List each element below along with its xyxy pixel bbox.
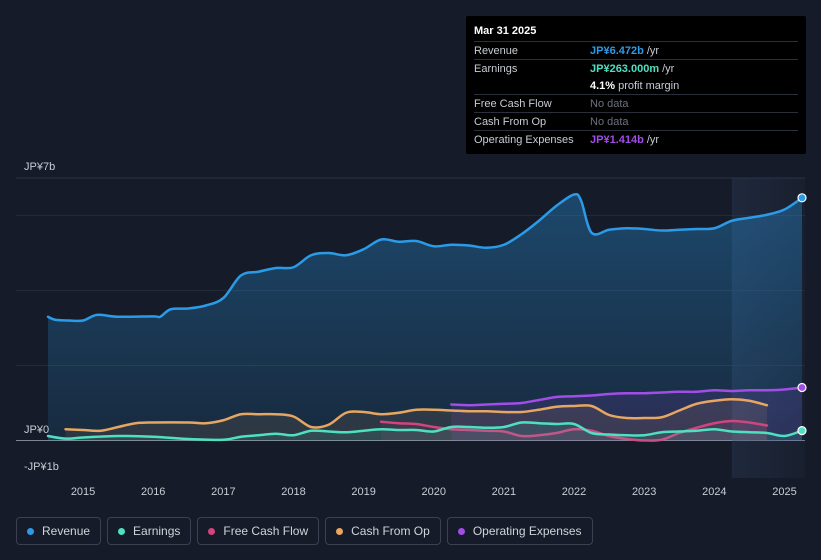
tooltip-row-label: Earnings <box>474 62 518 75</box>
tooltip-date: Mar 31 2025 <box>474 25 537 37</box>
legend-label: Earnings <box>133 524 181 538</box>
x-tick-label: 2016 <box>141 486 165 498</box>
tooltip-value-unit: /yr <box>646 44 660 57</box>
tooltip-row-value: JP¥263.000m/yr <box>590 63 674 75</box>
x-tick-label: 2019 <box>351 486 375 498</box>
tooltip-row-label: Revenue <box>474 44 519 57</box>
tooltip-row: Earnings JP¥263.000m/yr <box>474 59 798 77</box>
tooltip-row: Revenue JP¥6.472b/yr <box>474 41 798 59</box>
legend-item-operating-expenses[interactable]: Operating Expenses <box>446 517 593 545</box>
x-tick-label: 2023 <box>632 486 656 498</box>
legend-label: Operating Expenses <box>472 524 582 538</box>
chart-legend: Revenue Earnings Free Cash Flow Cash From O… <box>16 517 593 545</box>
tooltip-row-value: JP¥1.414b/yr <box>590 134 659 146</box>
earnings-line <box>46 421 804 442</box>
x-tick-label: 2024 <box>702 486 726 498</box>
legend-item-earnings[interactable]: Earnings <box>107 517 192 545</box>
legend-label: Revenue <box>42 524 91 538</box>
legend-dot-icon <box>208 527 216 535</box>
legend-dot-icon <box>27 527 34 535</box>
tooltip-value-number: JP¥6.472b <box>590 44 644 57</box>
tooltip-row: Operating Expenses JP¥1.414b/yr <box>474 130 798 148</box>
legend-item-free-cash-flow[interactable]: Free Cash Flow <box>197 517 320 545</box>
x-tick-label: 2020 <box>422 486 446 498</box>
tooltip-value-number: JP¥1.414b <box>590 133 644 146</box>
y-axis-label-top: JP¥7b <box>24 161 55 173</box>
legend-label: Cash From Op <box>351 524 430 538</box>
revenue-end-marker <box>797 193 807 203</box>
tooltip-row: 4.1% profit margin <box>474 77 798 94</box>
legend-item-revenue[interactable]: Revenue <box>16 517 102 545</box>
legend-label: Free Cash Flow <box>223 524 309 538</box>
fcf-area <box>381 420 767 441</box>
tooltip-value-number: JP¥263.000m <box>590 62 660 75</box>
data-tooltip: Mar 31 2025 Revenue JP¥6.472b/yr Earnings J… <box>466 16 806 154</box>
revenue-line <box>46 192 804 323</box>
y-axis-label-bottom: -JP¥1b <box>24 461 59 473</box>
tooltip-row-label: Operating Expenses <box>474 133 574 146</box>
tooltip-row-value: No data <box>590 98 629 110</box>
x-tick-label: 2021 <box>492 486 516 498</box>
x-tick-label: 2022 <box>562 486 586 498</box>
tooltip-row-label: Free Cash Flow <box>474 97 552 110</box>
cfo-line <box>64 398 769 433</box>
tooltip-value-number: No data <box>590 115 629 128</box>
legend-dot-icon <box>336 527 344 535</box>
tooltip-row-label: Cash From Op <box>474 115 547 128</box>
y-axis-label-zero: JP¥0 <box>24 424 49 436</box>
legend-dot-icon <box>457 527 465 535</box>
opex-line <box>450 386 804 407</box>
tooltip-value-number: 4.1% <box>590 79 616 92</box>
x-tick-label: 2025 <box>772 486 796 498</box>
tooltip-row: Free Cash Flow No data <box>474 94 798 112</box>
legend-dot-icon <box>118 527 126 535</box>
tooltip-row-value: 4.1% profit margin <box>590 80 679 92</box>
opex-end-marker <box>797 382 807 393</box>
revenue-area <box>48 194 802 441</box>
x-tick-label: 2017 <box>211 486 235 498</box>
tooltip-value-unit: /yr <box>662 62 675 75</box>
earnings-end-marker <box>797 426 807 436</box>
tooltip-value-number: No data <box>590 97 629 110</box>
legend-item-cash-from-op[interactable]: Cash From Op <box>325 517 441 545</box>
tooltip-row-value: No data <box>590 116 629 128</box>
x-tick-label: 2018 <box>281 486 305 498</box>
tooltip-row: Cash From Op No data <box>474 112 798 130</box>
tooltip-value-unit: profit margin <box>618 79 680 92</box>
x-tick-label: 2015 <box>71 486 95 498</box>
tooltip-row-value: JP¥6.472b/yr <box>590 45 659 57</box>
tooltip-value-unit: /yr <box>646 133 660 146</box>
